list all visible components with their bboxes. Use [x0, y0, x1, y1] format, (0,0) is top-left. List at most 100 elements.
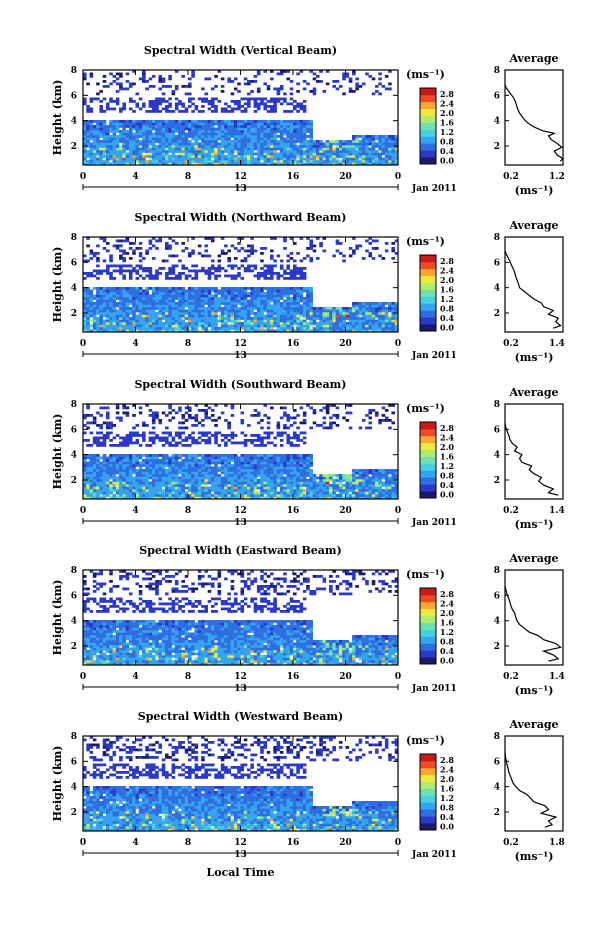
- heatmap-cell: [92, 162, 97, 166]
- heatmap-cell: [168, 135, 172, 138]
- heatmap-cell: [273, 147, 277, 151]
- heatmap-cell: [348, 150, 353, 153]
- heatmap-cell: [89, 252, 94, 255]
- heatmap-cell: [132, 294, 136, 298]
- heatmap-cell: [99, 481, 103, 485]
- heatmap-cell: [201, 494, 205, 497]
- heatmap-cell: [105, 287, 110, 290]
- heatmap-cell: [168, 476, 172, 480]
- heatmap-cell: [306, 307, 310, 310]
- heatmap-cell: [260, 304, 264, 308]
- heatmap-cell: [296, 309, 300, 313]
- heatmap-cell: [174, 289, 179, 293]
- heatmap-cell: [325, 155, 330, 158]
- heatmap-cell: [371, 157, 376, 161]
- heatmap-cell: [197, 431, 202, 435]
- heatmap-cell: [309, 244, 313, 248]
- heatmap-cell: [92, 297, 97, 300]
- heatmap-cell: [109, 254, 113, 258]
- heatmap-cell: [86, 474, 90, 477]
- heatmap-cell: [181, 120, 186, 123]
- heatmap-cell: [168, 140, 172, 143]
- heatmap-cell: [250, 287, 254, 290]
- heatmap-cell: [207, 469, 212, 472]
- heatmap-cell: [128, 479, 133, 482]
- heatmap-cell: [102, 304, 107, 308]
- heatmap-cell: [217, 486, 222, 490]
- heatmap-cell: [309, 162, 313, 166]
- heatmap-cell: [220, 491, 225, 495]
- heatmap-cell: [214, 481, 218, 485]
- heatmap-cell: [306, 302, 310, 305]
- heatmap-cell: [161, 294, 166, 298]
- heatmap-cell: [168, 122, 172, 126]
- heatmap-cell: [283, 314, 287, 318]
- profile-x-tick-label: 0.2: [503, 172, 519, 182]
- heatmap-cell: [89, 314, 94, 318]
- heatmap-cell: [181, 414, 186, 417]
- heatmap-cell: [296, 272, 300, 275]
- heatmap-cell: [138, 287, 143, 290]
- heatmap-cell: [240, 127, 245, 131]
- heatmap-cell: [128, 85, 133, 88]
- heatmap-cell: [194, 120, 199, 123]
- heatmap-cell: [109, 456, 113, 460]
- heatmap-cell: [348, 307, 353, 310]
- heatmap-cell: [138, 247, 143, 250]
- heatmap-cell: [388, 307, 392, 310]
- heatmap-cell: [240, 120, 245, 123]
- heatmap-cell: [102, 247, 107, 250]
- heatmap-cell: [319, 150, 323, 153]
- heatmap-cell: [99, 294, 103, 298]
- heatmap-cell: [253, 302, 258, 305]
- heatmap-cell: [217, 160, 222, 163]
- heatmap-cell: [335, 309, 340, 313]
- heatmap-cell: [178, 160, 182, 163]
- heatmap-cell: [210, 100, 215, 103]
- heatmap-cell: [210, 317, 215, 320]
- heatmap-cell: [161, 494, 166, 497]
- heatmap-cell: [145, 454, 149, 457]
- heatmap-cell: [197, 125, 202, 128]
- heatmap-cell: [240, 299, 245, 303]
- heatmap-cell: [158, 135, 163, 138]
- heatmap-cell: [142, 292, 146, 295]
- heatmap-cell: [355, 152, 359, 156]
- heatmap-cell: [194, 294, 199, 298]
- heatmap-cell: [250, 329, 254, 333]
- heatmap-cell: [296, 125, 300, 128]
- heatmap-cell: [253, 249, 258, 253]
- heatmap-cell: [151, 85, 156, 88]
- heatmap-cell: [148, 85, 153, 88]
- heatmap-cell: [181, 317, 186, 320]
- heatmap-cell: [227, 264, 231, 268]
- heatmap-cell: [145, 269, 149, 273]
- heatmap-cell: [197, 312, 202, 315]
- heatmap-cell: [358, 85, 363, 88]
- heatmap-cell: [358, 135, 363, 138]
- heatmap-cell: [240, 155, 245, 158]
- heatmap-cell: [273, 135, 277, 138]
- heatmap-cell: [148, 319, 153, 323]
- heatmap-cell: [194, 264, 199, 268]
- heatmap-cell: [135, 137, 140, 141]
- heatmap-cell: [361, 309, 366, 313]
- y-tick-label: 2: [71, 142, 77, 152]
- heatmap-cell: [289, 272, 294, 275]
- heatmap-cell: [289, 257, 294, 260]
- heatmap-cell: [178, 122, 182, 126]
- heatmap-cell: [204, 162, 208, 166]
- heatmap-cell: [273, 122, 277, 126]
- heatmap-cell: [115, 404, 120, 407]
- heatmap-cell: [384, 137, 389, 141]
- heatmap-cell: [233, 130, 238, 133]
- heatmap-cell: [194, 476, 199, 480]
- heatmap-cell: [348, 324, 353, 328]
- heatmap-cell: [266, 137, 271, 141]
- heatmap-cell: [168, 244, 172, 248]
- heatmap-cell: [342, 312, 346, 315]
- heatmap-cell: [247, 102, 251, 106]
- heatmap-cell: [151, 431, 156, 435]
- heatmap-cell: [155, 274, 159, 278]
- heatmap-cell: [214, 157, 218, 161]
